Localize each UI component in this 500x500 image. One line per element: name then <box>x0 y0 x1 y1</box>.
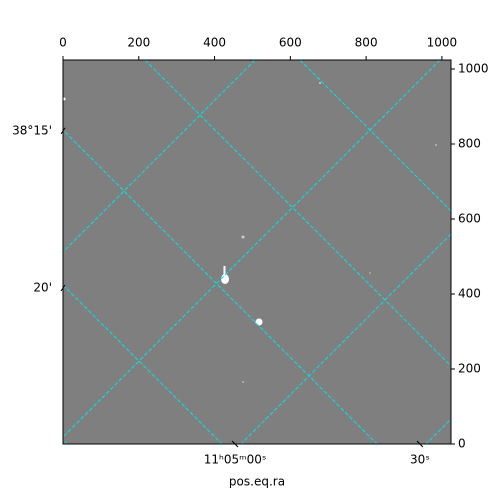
grid-line <box>240 233 451 444</box>
world-x-tick-label: 11ʰ05ᵐ00ˢ <box>204 453 267 467</box>
x-tick-label: 600 <box>279 36 302 50</box>
world-x-tick <box>231 440 239 448</box>
x-tick-label: 400 <box>203 36 226 50</box>
x-tick-label: 800 <box>355 36 378 50</box>
x-tick-label: 0 <box>59 36 67 50</box>
frame <box>62 59 452 445</box>
grid-line <box>63 439 68 444</box>
world-y-tick <box>60 127 66 135</box>
y-tick-label: 400 <box>458 287 481 301</box>
y-tick-label: 600 <box>458 212 481 226</box>
world-x-tick-label: 30ˢ <box>410 453 430 467</box>
grid-line <box>63 129 378 444</box>
coordinate-grid <box>63 60 451 444</box>
world-y-tick-label: 20' <box>33 281 52 295</box>
world-y-tick <box>60 284 66 292</box>
y-tick-label: 800 <box>458 137 481 151</box>
grid-line <box>63 284 223 444</box>
world-y-tick-label: 38°15' <box>12 123 52 137</box>
grid-line <box>63 60 441 438</box>
world-x-tick <box>416 440 424 448</box>
x-tick-label: 1000 <box>427 36 458 50</box>
grid-line <box>299 60 451 212</box>
grid-line <box>144 60 451 367</box>
y-tick-label: 0 <box>458 437 466 451</box>
x-tick-label: 200 <box>127 36 150 50</box>
grid-line <box>63 60 256 253</box>
sky-image <box>63 60 451 444</box>
x-axis-label: pos.eq.ra <box>229 475 285 489</box>
y-tick-label: 200 <box>458 362 481 376</box>
y-tick-label: 1000 <box>458 62 489 76</box>
